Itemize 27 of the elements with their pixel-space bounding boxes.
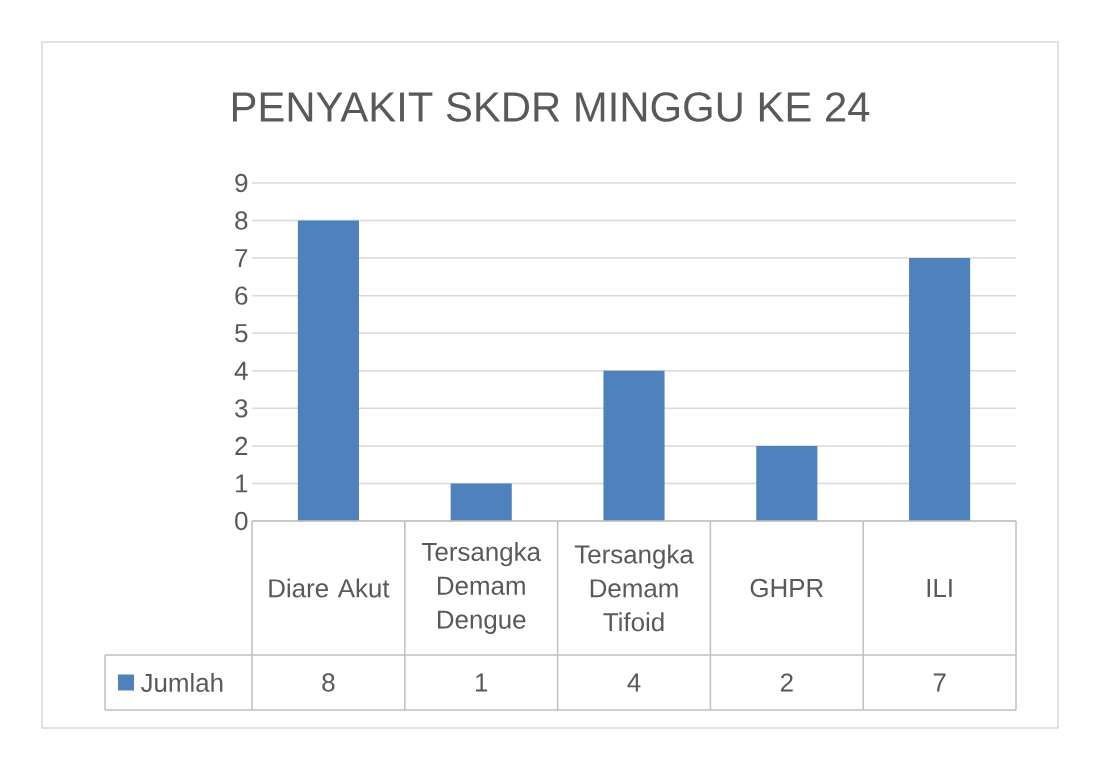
bar xyxy=(603,370,665,521)
data-label: 7 xyxy=(933,673,946,692)
data-label: 1 xyxy=(475,673,488,692)
x-tick-label: Diare Akut xyxy=(269,578,390,598)
bar xyxy=(756,445,818,521)
y-tick-label: 1 xyxy=(236,474,248,493)
y-tick-label: 3 xyxy=(235,399,248,418)
chart-title: PENYAKIT SKDR MINGGU KE 24 xyxy=(232,92,870,122)
data-label: 4 xyxy=(627,673,641,692)
x-tick-label: ILI xyxy=(927,579,952,597)
x-tick-label: Tersangka Demam Tifoid xyxy=(574,544,694,632)
y-tick-label: 5 xyxy=(235,324,248,343)
y-tick-label: 0 xyxy=(235,511,248,531)
y-tick-label: 7 xyxy=(235,249,248,268)
y-tick-label: 6 xyxy=(235,286,248,305)
x-tick-label: GHPR xyxy=(750,578,824,598)
data-label: 8 xyxy=(322,673,335,692)
legend-label: Jumlah xyxy=(140,672,223,692)
x-tick-label: Tersangka Demam Dengue xyxy=(422,542,541,634)
y-tick-label: 2 xyxy=(235,436,248,455)
data-label: 2 xyxy=(780,673,793,692)
bar xyxy=(450,483,512,521)
y-tick-label: 8 xyxy=(235,211,248,230)
y-tick-label: 9 xyxy=(235,173,248,193)
y-tick-label: 4 xyxy=(234,361,248,380)
bar xyxy=(909,258,971,521)
bar xyxy=(297,220,359,521)
